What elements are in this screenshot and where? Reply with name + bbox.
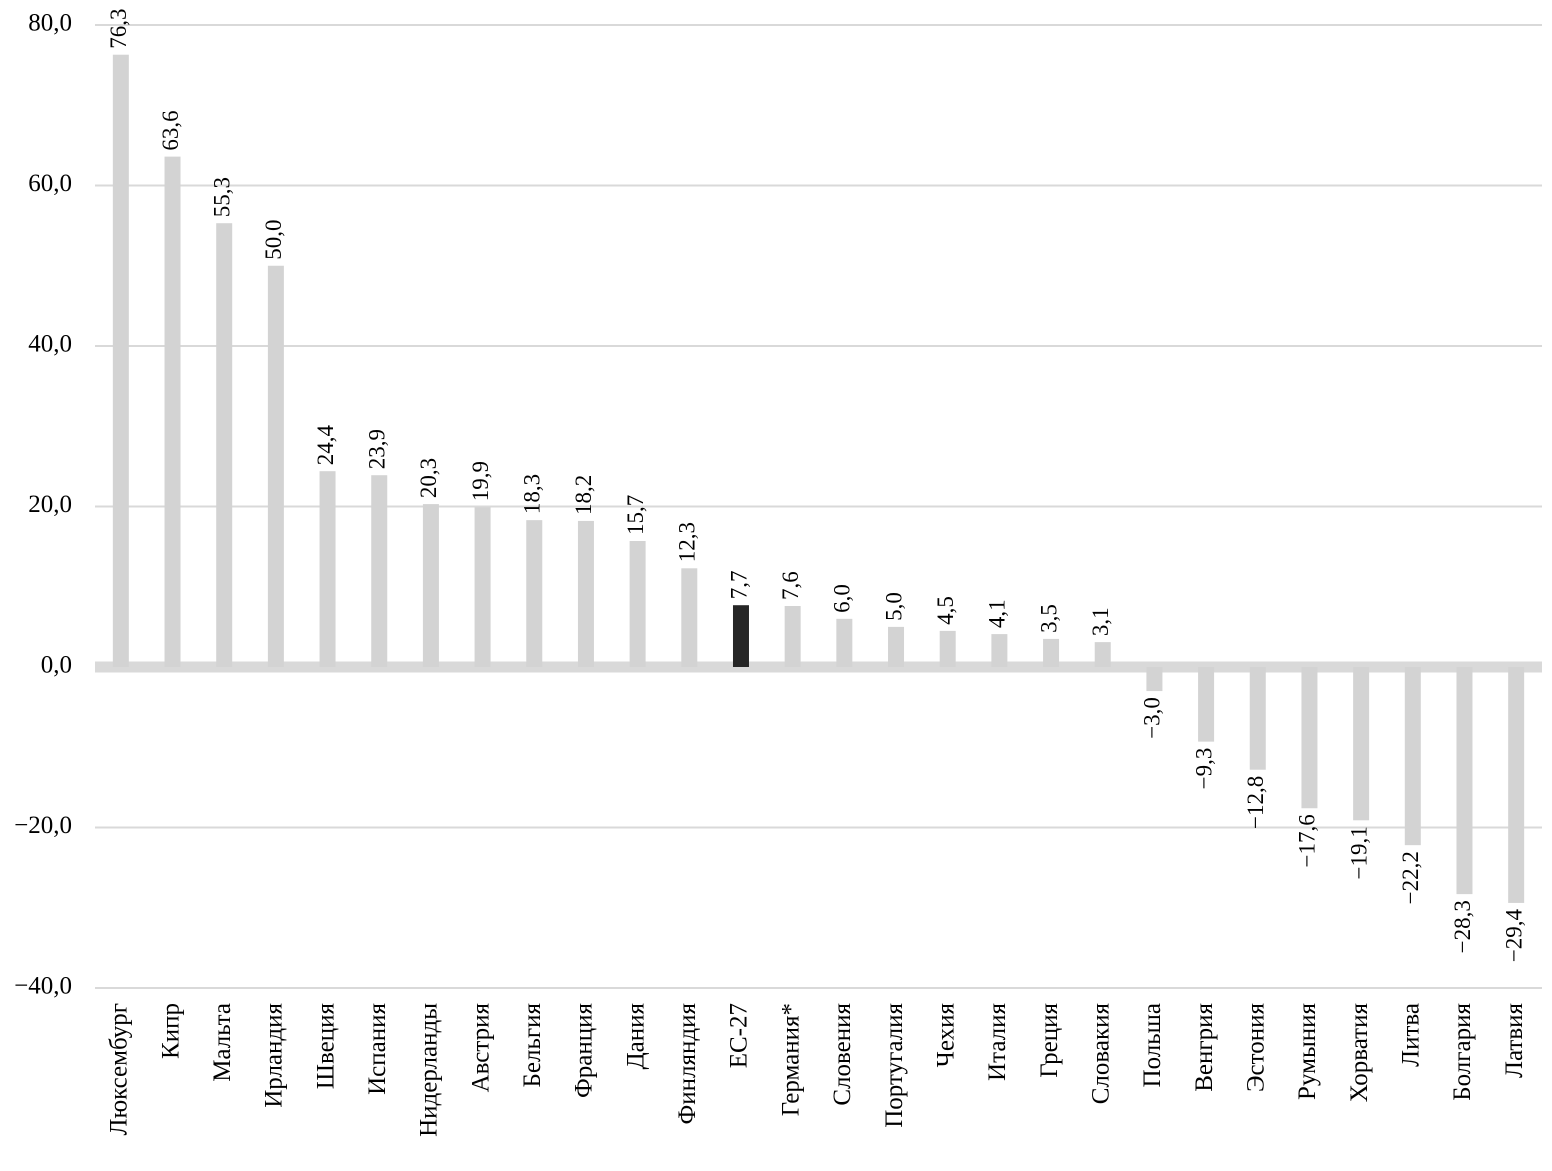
x-tick-label: Латвия <box>1501 1003 1528 1079</box>
value-label: 76,3 <box>106 8 131 48</box>
value-label: 50,0 <box>261 220 286 260</box>
value-label: −17,6 <box>1295 814 1320 867</box>
value-label: 18,3 <box>520 474 545 514</box>
x-tick-label: Италия <box>984 1003 1011 1081</box>
x-tick-label: Бельгия <box>519 1003 546 1088</box>
bar <box>888 626 905 667</box>
value-label: 6,0 <box>830 584 855 613</box>
bar <box>371 475 388 667</box>
x-tick-label: Румыния <box>1294 1003 1321 1100</box>
x-tick-label: ЕС-27 <box>726 1003 753 1068</box>
value-label: −19,1 <box>1346 826 1371 879</box>
value-label: 24,4 <box>313 424 338 465</box>
y-tick-label: 40,0 <box>28 331 72 358</box>
x-tick-label: Ирландия <box>261 1003 288 1108</box>
value-label: 4,5 <box>933 596 958 625</box>
x-tick-label: Кипр <box>157 1003 184 1059</box>
x-tick-label: Австрия <box>467 1003 494 1093</box>
value-label: 23,9 <box>365 429 390 469</box>
bar <box>112 54 129 667</box>
bar <box>267 265 284 667</box>
x-tick-label: Словакия <box>1087 1003 1114 1105</box>
bar <box>1508 667 1525 903</box>
value-label: 7,7 <box>726 570 751 599</box>
bar <box>939 630 956 667</box>
bar <box>1456 667 1473 895</box>
value-label: −9,3 <box>1191 748 1216 790</box>
bar <box>1094 642 1111 667</box>
x-tick-label: Литва <box>1398 1003 1425 1067</box>
y-tick-label: 80,0 <box>28 10 72 37</box>
value-label: 5,0 <box>881 592 906 621</box>
value-label: 18,2 <box>571 475 596 515</box>
x-tick-label: Финляндия <box>674 1003 701 1125</box>
bar <box>164 156 181 668</box>
bar <box>216 223 233 667</box>
bar <box>319 471 336 667</box>
y-tick-label: 20,0 <box>28 491 72 518</box>
y-tick-label: −20,0 <box>14 812 72 839</box>
bar <box>732 605 749 667</box>
x-tick-label: Болгария <box>1449 1003 1476 1101</box>
bar <box>1301 667 1318 809</box>
bar <box>1043 638 1060 667</box>
bar <box>526 520 543 667</box>
x-tick-label: Швеция <box>312 1003 339 1090</box>
bar <box>1353 667 1370 821</box>
x-tick-label: Испания <box>364 1003 391 1095</box>
bar <box>1198 667 1215 742</box>
x-tick-label: Люксембург <box>106 1003 133 1136</box>
x-tick-label: Франция <box>571 1003 598 1098</box>
x-tick-label: Венгрия <box>1191 1003 1218 1092</box>
value-label: −22,2 <box>1398 851 1423 904</box>
x-tick-label: Германия* <box>777 1003 804 1116</box>
bar <box>1249 667 1266 770</box>
x-tick-label: Словения <box>829 1003 856 1106</box>
bar <box>784 606 801 667</box>
x-tick-label: Дания <box>622 1002 649 1069</box>
x-tick-label: Мальта <box>209 1003 236 1082</box>
value-label: 20,3 <box>416 458 441 498</box>
value-label: −12,8 <box>1243 776 1268 829</box>
x-tick-label: Чехия <box>932 1003 959 1068</box>
bar <box>1146 667 1163 692</box>
y-tick-label: 60,0 <box>28 170 72 197</box>
value-label: 19,9 <box>468 461 493 501</box>
x-tick-label: Хорватия <box>1346 1003 1373 1103</box>
value-label: −29,4 <box>1501 908 1526 962</box>
bar <box>836 618 853 667</box>
y-tick-label: −40,0 <box>14 973 72 1000</box>
y-tick-label: 0,0 <box>41 652 72 679</box>
value-label: 12,3 <box>675 522 700 562</box>
x-tick-label: Греция <box>1036 1003 1063 1078</box>
value-label: 15,7 <box>623 495 648 535</box>
value-label: 55,3 <box>209 177 234 217</box>
bar <box>1404 667 1421 846</box>
value-label: −3,0 <box>1140 697 1165 739</box>
value-label: 3,1 <box>1088 607 1113 636</box>
value-label: 63,6 <box>158 110 183 150</box>
value-label: −28,3 <box>1450 900 1475 953</box>
value-label: 4,1 <box>985 599 1010 628</box>
bar <box>422 504 439 667</box>
bar <box>681 568 698 667</box>
value-label: 3,5 <box>1036 604 1061 633</box>
bar <box>991 634 1008 667</box>
value-label: 7,6 <box>778 571 803 600</box>
x-tick-label: Эстония <box>1243 1002 1270 1091</box>
x-tick-label: Нидерланды <box>416 1003 443 1137</box>
x-tick-label: Португалия <box>881 1003 908 1128</box>
x-tick-label: Польша <box>1139 1003 1166 1087</box>
bar <box>577 520 594 667</box>
bar <box>474 507 491 667</box>
bar <box>629 541 646 667</box>
